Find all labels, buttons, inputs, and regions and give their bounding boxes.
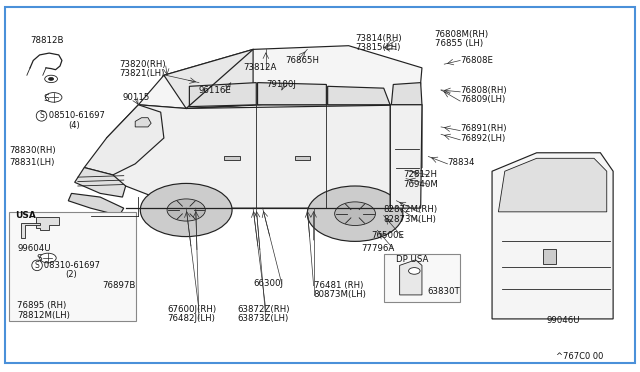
Circle shape [335, 202, 376, 225]
Polygon shape [84, 105, 164, 175]
Text: 78834: 78834 [447, 157, 475, 167]
Polygon shape [392, 83, 422, 105]
Text: 73815(LH): 73815(LH) [355, 43, 401, 52]
Polygon shape [328, 86, 390, 105]
Circle shape [408, 267, 420, 274]
Text: 79100J: 79100J [266, 80, 296, 89]
Circle shape [40, 253, 56, 263]
Text: ^767C0 00: ^767C0 00 [556, 352, 603, 361]
Text: 63873Z(LH): 63873Z(LH) [237, 314, 289, 323]
Text: 63872Z(RH): 63872Z(RH) [237, 305, 290, 314]
Text: 63830T: 63830T [427, 287, 460, 296]
Circle shape [49, 77, 54, 80]
Text: 82872M(RH): 82872M(RH) [384, 205, 438, 215]
Text: S: S [39, 111, 44, 121]
Bar [294, 156, 310, 160]
Circle shape [167, 199, 205, 221]
Polygon shape [164, 49, 253, 109]
Text: 72812H: 72812H [403, 170, 437, 179]
Text: S: S [36, 254, 42, 263]
Text: 73821(LH): 73821(LH) [119, 69, 164, 78]
Polygon shape [138, 46, 422, 109]
Text: 99604U: 99604U [17, 244, 51, 253]
Text: 76855 (LH): 76855 (LH) [435, 39, 483, 48]
Text: 73814(RH): 73814(RH) [355, 34, 402, 43]
Text: 80873M(LH): 80873M(LH) [314, 291, 367, 299]
Text: 77796A: 77796A [362, 244, 395, 253]
Polygon shape [135, 118, 151, 127]
Polygon shape [399, 260, 422, 295]
Circle shape [140, 183, 232, 237]
Text: (2): (2) [65, 270, 77, 279]
Text: 90115: 90115 [122, 93, 150, 102]
Text: S 08310-61697: S 08310-61697 [36, 261, 100, 270]
Text: 78812B: 78812B [30, 36, 63, 45]
Text: 76895 (RH): 76895 (RH) [17, 301, 67, 311]
Polygon shape [492, 153, 613, 319]
Text: S: S [43, 94, 49, 103]
Circle shape [45, 75, 58, 83]
Text: 99046U: 99046U [546, 316, 580, 325]
Polygon shape [68, 193, 124, 215]
Text: 76809(LH): 76809(LH) [460, 95, 506, 104]
Circle shape [307, 186, 403, 241]
Text: 67600J(RH): 67600J(RH) [167, 305, 216, 314]
FancyBboxPatch shape [9, 212, 136, 321]
Text: 76500E: 76500E [371, 231, 404, 240]
Text: USA: USA [15, 211, 36, 220]
Text: 76808(RH): 76808(RH) [460, 86, 507, 94]
Polygon shape [106, 105, 422, 208]
Polygon shape [499, 158, 607, 212]
Polygon shape [189, 83, 256, 107]
Text: 73820(RH): 73820(RH) [119, 60, 166, 69]
Text: 73812A: 73812A [244, 63, 277, 72]
Text: S: S [35, 261, 40, 270]
Text: 76891(RH): 76891(RH) [460, 124, 507, 133]
Polygon shape [36, 217, 59, 230]
Text: 76892(LH): 76892(LH) [460, 134, 506, 142]
Text: 66300J: 66300J [253, 279, 283, 288]
Text: 76865H: 76865H [285, 56, 319, 65]
Text: DP USA: DP USA [396, 255, 429, 264]
Text: 76481 (RH): 76481 (RH) [314, 281, 363, 290]
Text: (4): (4) [68, 121, 80, 129]
Text: 78830(RH): 78830(RH) [9, 147, 56, 155]
Polygon shape [20, 223, 40, 238]
Text: 76808E: 76808E [460, 56, 493, 65]
Text: 78812M(LH): 78812M(LH) [17, 311, 70, 320]
Text: 76482J(LH): 76482J(LH) [167, 314, 215, 323]
FancyBboxPatch shape [384, 254, 460, 302]
Text: S 08510-61697: S 08510-61697 [41, 111, 105, 121]
Text: 82873M(LH): 82873M(LH) [384, 215, 436, 224]
Polygon shape [257, 83, 326, 105]
Bar [225, 156, 241, 160]
Text: 96116E: 96116E [199, 86, 232, 94]
Text: 78831(LH): 78831(LH) [9, 157, 54, 167]
Polygon shape [390, 105, 422, 208]
Bar [543, 249, 556, 263]
Text: 76808M(RH): 76808M(RH) [435, 30, 489, 39]
Circle shape [45, 93, 62, 102]
Text: 76940M: 76940M [403, 180, 438, 189]
Text: 76897B: 76897B [102, 281, 136, 290]
Polygon shape [75, 167, 125, 197]
